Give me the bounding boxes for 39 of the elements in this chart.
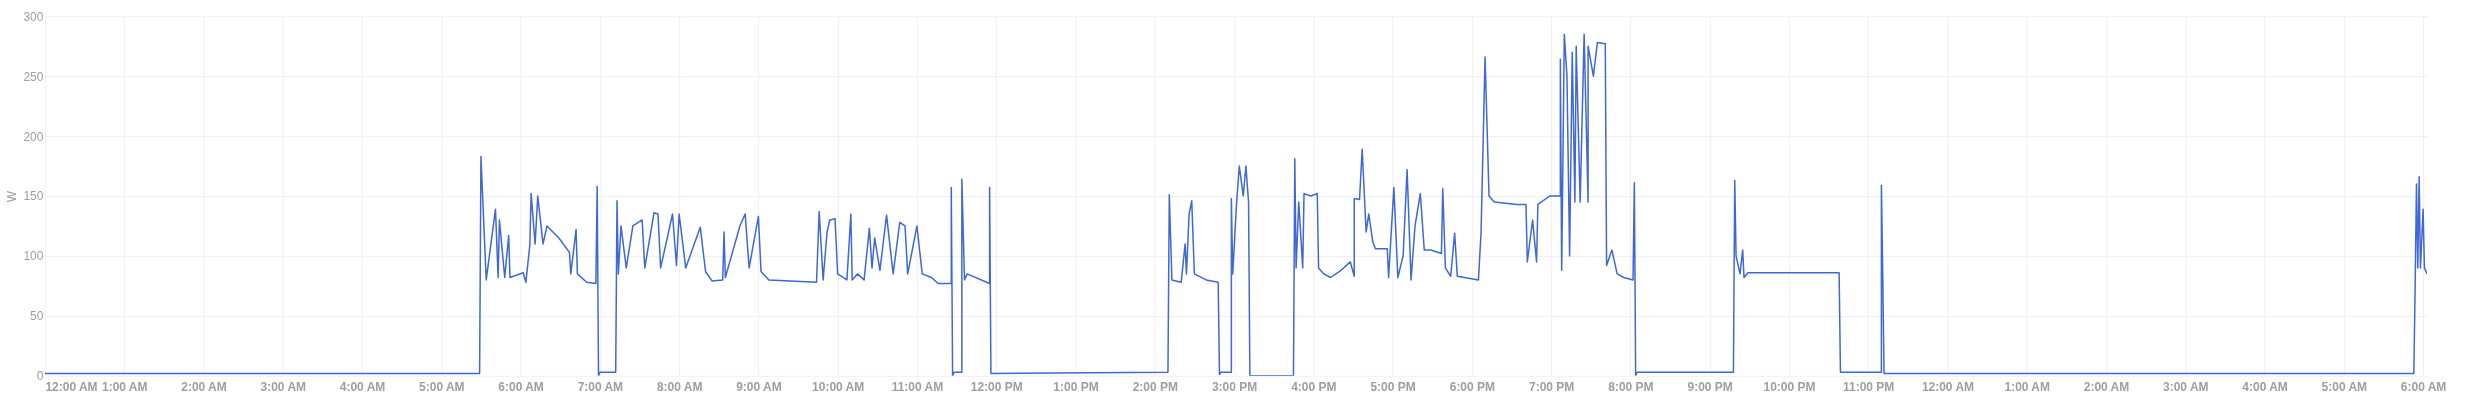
x-tick-label: 12:00 AM [1921, 380, 1975, 395]
x-tick-label: 2:00 AM [181, 380, 227, 395]
x-tick-label: 3:00 PM [1211, 380, 1258, 395]
y-tick-label: 0 [36, 369, 44, 384]
x-tick-label: 5:00 AM [419, 380, 465, 395]
x-tick-label: 11:00 PM [1843, 380, 1895, 395]
x-tick-label: 10:00 AM [812, 380, 865, 395]
x-tick-label: 9:00 AM [736, 380, 782, 395]
y-tick-label: 300 [23, 9, 44, 24]
x-tick-label: 2:00 AM [2083, 380, 2130, 395]
y-tick-label: 200 [23, 129, 44, 144]
x-tick-label: 7:00 PM [1528, 380, 1575, 395]
y-tick-label: 250 [23, 69, 44, 84]
x-tick-label: 4:00 AM [339, 380, 386, 395]
x-tick-label: 12:00 AM [45, 380, 98, 395]
x-tick-label: 5:00 AM [2321, 380, 2368, 395]
x-tick-label: 12:00 PM [970, 380, 1023, 395]
x-tick-label: 9:00 PM [1687, 380, 1733, 395]
x-tick-label: 8:00 AM [656, 380, 703, 395]
x-tick-label: 1:00 AM [101, 380, 148, 395]
x-tick-label: 4:00 PM [1291, 380, 1337, 395]
x-tick-label: 1:00 AM [2004, 380, 2050, 395]
x-tick-label: 6:00 AM [2400, 380, 2447, 395]
x-tick-label: 10:00 PM [1763, 380, 1816, 395]
x-tick-label: 8:00 PM [1608, 380, 1654, 395]
x-tick-label: 2:00 PM [1132, 380, 1178, 395]
x-tick-label: 5:00 PM [1370, 380, 1416, 395]
y-tick-label: 100 [23, 249, 44, 264]
x-tick-label: 6:00 PM [1449, 380, 1495, 395]
x-tick-label: 11:00 AM [891, 380, 944, 395]
x-tick-label: 3:00 AM [260, 380, 307, 395]
x-tick-label: 1:00 PM [1053, 380, 1099, 395]
x-tick-label: 4:00 AM [2242, 380, 2288, 395]
x-tick-label: 6:00 AM [498, 380, 544, 395]
y-axis-title: W [5, 190, 20, 203]
y-tick-label: 50 [30, 309, 44, 324]
x-tick-label: 7:00 AM [577, 380, 624, 395]
y-tick-label: 150 [23, 189, 44, 204]
x-tick-label: 3:00 AM [2163, 380, 2209, 395]
